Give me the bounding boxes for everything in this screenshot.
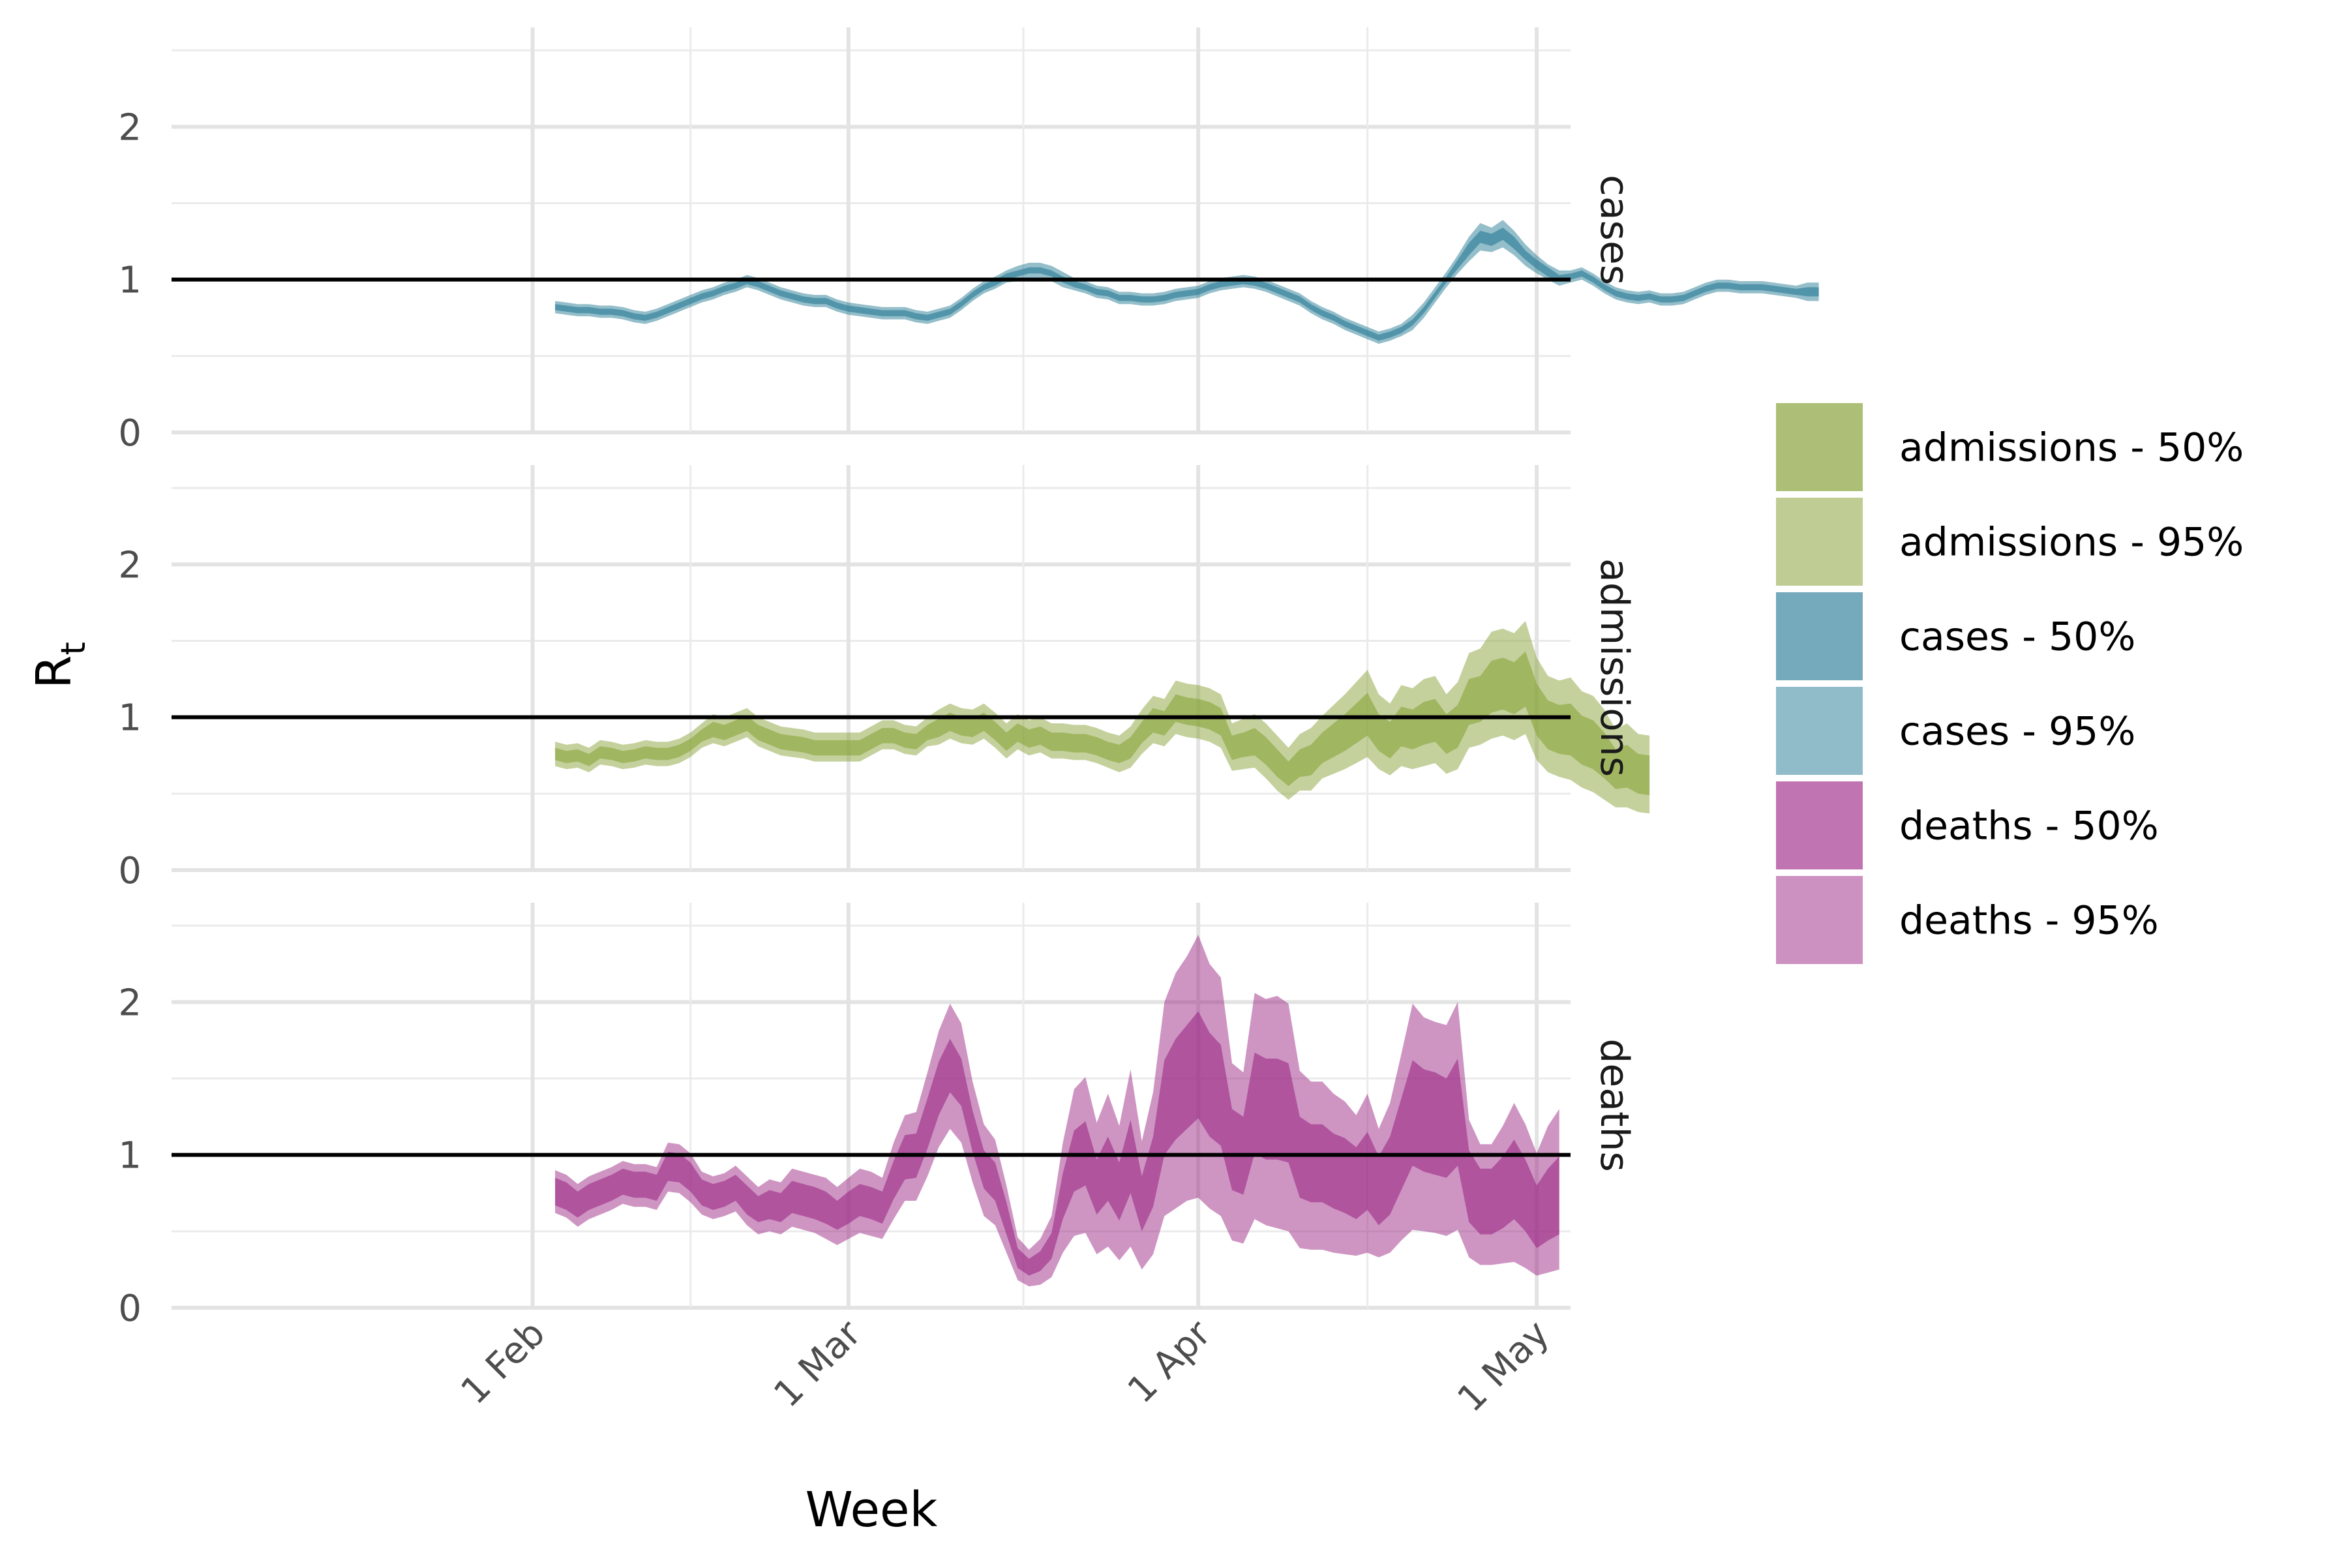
legend-label: deaths - 95% (1899, 898, 2159, 944)
y-axis-title-subscript: t (54, 642, 93, 655)
legend-key (1776, 687, 1863, 775)
legend-key (1776, 781, 1863, 869)
panels: 0 1 2 cases 0 1 2 admissions 0 1 2 deaths (118, 27, 1819, 1330)
y-tick-label: 0 (118, 412, 142, 455)
x-tick-label: 1 Apr (1120, 1312, 1220, 1411)
legend-item: deaths - 95% (1776, 876, 2159, 964)
panel-admissions-grid (172, 465, 1571, 872)
y-axis-title-main: R (26, 655, 82, 688)
cases-band-50 (555, 228, 1819, 341)
y-tick-label: 0 (118, 850, 142, 892)
legend-label: admissions - 50% (1899, 425, 2244, 471)
admissions-band-95 (555, 621, 1650, 814)
panel-deaths: 0 1 2 deaths (118, 903, 1637, 1330)
panel-cases: 0 1 2 cases (118, 27, 1819, 455)
legend-key (1776, 592, 1863, 680)
x-axis-title: Week (805, 1482, 938, 1538)
x-tick-label: 1 Feb (453, 1312, 554, 1413)
legend-item: admissions - 95% (1776, 498, 2244, 586)
y-tick-label: 1 (118, 1135, 142, 1177)
legend-item: cases - 95% (1776, 687, 2135, 775)
y-tick-label: 1 (118, 260, 142, 302)
facet-label-cases: cases (1591, 175, 1637, 285)
y-tick-label: 2 (118, 544, 142, 586)
legend-label: admissions - 95% (1899, 520, 2244, 565)
deaths-band-50 (555, 1011, 1559, 1276)
x-tick-label: 1 Mar (766, 1312, 869, 1415)
facet-label-deaths: deaths (1591, 1038, 1637, 1172)
legend-item: cases - 50% (1776, 592, 2135, 680)
legend-label: cases - 50% (1899, 614, 2135, 660)
facet-label-admissions: admissions (1591, 558, 1637, 777)
legend-item: admissions - 50% (1776, 403, 2244, 491)
legend-key (1776, 403, 1863, 491)
y-axis-title: Rt (26, 642, 93, 689)
panel-admissions: 0 1 2 admissions (118, 465, 1650, 892)
legend-key (1776, 498, 1863, 586)
x-tick-label: 1 May (1449, 1312, 1558, 1421)
legend-item: deaths - 50% (1776, 781, 2159, 869)
y-tick-label: 1 (118, 697, 142, 740)
legend-label: deaths - 50% (1899, 804, 2159, 849)
y-tick-label: 2 (118, 106, 142, 149)
legend: admissions - 50% admissions - 95% cases - … (1776, 403, 2244, 964)
legend-label: cases - 95% (1899, 709, 2135, 755)
legend-key (1776, 876, 1863, 964)
x-axis: 1 Feb 1 Mar 1 Apr 1 May (453, 1312, 1558, 1420)
panel-cases-grid (172, 27, 1571, 434)
y-tick-label: 0 (118, 1288, 142, 1330)
admissions-band-50 (555, 651, 1650, 796)
y-tick-label: 2 (118, 982, 142, 1024)
